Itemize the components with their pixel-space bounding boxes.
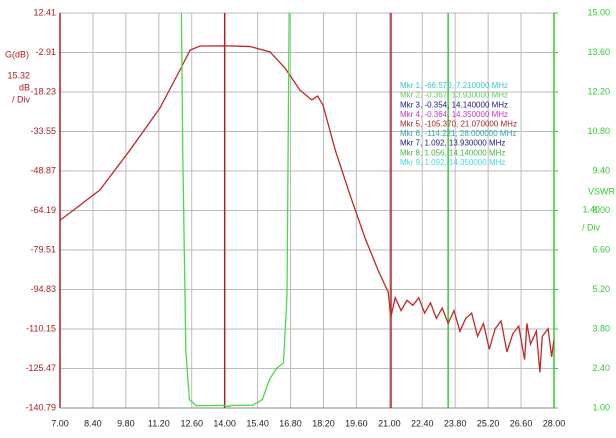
x-tick-label: 11.20	[148, 418, 170, 428]
x-tick-label: 28.00	[543, 418, 566, 428]
y2-tick-label: 13.60	[587, 47, 610, 57]
trace	[60, 45, 554, 373]
y2-div: 1.40	[582, 204, 600, 214]
y2-tick-label: 10.80	[587, 126, 610, 136]
trace	[180, 13, 290, 408]
y-div: 15.32	[7, 70, 30, 80]
y2-tick-label: 3.80	[592, 323, 610, 333]
y-tick-label: -125.47	[25, 363, 56, 373]
marker-annotation: Mkr 4, -0.364, 14.350000 MHz	[400, 110, 508, 119]
x-tick-label: 9.80	[117, 418, 135, 428]
x-tick-label: 26.60	[510, 418, 533, 428]
marker-annotation: Mkr 8, 1.056, 14.140000 MHz	[400, 148, 505, 157]
marker-annotation: Mkr 7, 1.092, 13.930000 MHz	[400, 139, 505, 148]
y-tick-label: -33.55	[30, 126, 56, 136]
marker-annotation: Mkr 9, 1.092, 14.350000 MHz	[400, 158, 505, 167]
marker-annotation: Mkr 1, -66.570, 7.210000 MHz	[400, 81, 508, 90]
y-tick-label: -110.15	[26, 323, 56, 333]
y2-tick-label: 12.20	[587, 86, 610, 96]
y-div: dB	[19, 82, 30, 92]
y2-tick-label: 9.40	[592, 165, 610, 175]
x-tick-label: 8.40	[84, 418, 102, 428]
y-tick-label: -18.23	[30, 86, 56, 96]
y-div: / Div	[12, 94, 31, 104]
y-tick-label: -64.19	[30, 205, 56, 215]
y-label: G(dB)	[5, 49, 29, 59]
x-tick-label: 18.20	[312, 418, 335, 428]
y2-label: VSWR	[588, 186, 616, 196]
y2-tick-label: 5.20	[592, 284, 610, 294]
x-tick-label: 22.40	[411, 418, 434, 428]
y2-div: / Div	[582, 222, 601, 232]
y2-tick-label: 8.00	[592, 205, 610, 215]
y2-tick-label: 15.00	[587, 7, 610, 17]
y-tick-label: -48.87	[30, 165, 56, 175]
marker-annotation: Mkr 3, -0.354, 14.140000 MHz	[400, 100, 508, 109]
x-tick-label: 23.80	[444, 418, 467, 428]
y2-tick-label: 6.60	[592, 244, 610, 254]
y2-tick-label: 1.00	[592, 402, 610, 412]
x-tick-label: 15.40	[246, 418, 269, 428]
marker-annotation: Mkr 5, -105.370, 21.070000 MHz	[400, 120, 517, 129]
marker-annotation: Mkr 2, -0.367, 13.930000 MHz	[400, 91, 508, 100]
y-tick-label: -140.79	[25, 402, 56, 412]
x-tick-label: 21.00	[378, 418, 401, 428]
y-tick-label: -94.83	[30, 284, 56, 294]
y-tick-label: -2.91	[35, 47, 56, 57]
marker-annotation: Mkr 6, -114.221, 28.000000 MHz	[400, 129, 516, 138]
y-tick-label: -79.51	[30, 244, 56, 254]
x-tick-label: 19.60	[345, 418, 368, 428]
y2-tick-label: 2.40	[592, 363, 610, 373]
x-tick-label: 14.00	[213, 418, 236, 428]
x-tick-label: 12.60	[180, 418, 203, 428]
x-tick-label: 7.00	[51, 418, 69, 428]
x-tick-label: 16.80	[279, 418, 302, 428]
y-tick-label: 12.41	[33, 7, 56, 17]
x-tick-label: 25.20	[477, 418, 500, 428]
